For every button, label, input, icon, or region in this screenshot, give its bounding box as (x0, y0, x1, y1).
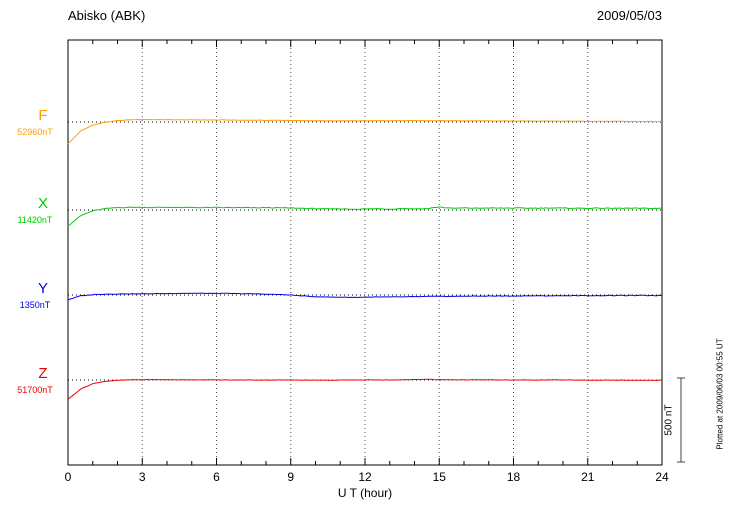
x-tick-label-0: 0 (64, 470, 72, 484)
x-tick-label-18: 18 (506, 470, 521, 484)
component-label-X: X (37, 195, 48, 212)
x-tick-label-3: 3 (138, 470, 146, 484)
component-baseline-Y: 1350nT (19, 300, 51, 310)
component-label-F: F (38, 107, 48, 124)
scale-bar-label: 500 nT (663, 404, 675, 436)
x-tick-label-24: 24 (655, 470, 669, 484)
x-tick-label-6: 6 (213, 470, 220, 484)
component-baseline-F: 52960nT (17, 127, 53, 137)
component-baseline-X: 11420nT (17, 215, 53, 225)
x-tick-label-15: 15 (432, 470, 446, 484)
component-label-Z: Z (38, 365, 48, 382)
date-label: 2009/05/03 (596, 8, 662, 23)
x-tick-label-12: 12 (358, 470, 372, 484)
component-baseline-Z: 51700nT (17, 385, 53, 395)
plotted-at-note: Plotted at 2009/06/03 00:55 UT (715, 338, 725, 450)
x-tick-label-21: 21 (581, 470, 595, 484)
x-axis-label: U T (hour) (337, 486, 393, 500)
component-label-Y: Y (37, 280, 48, 297)
x-tick-label-9: 9 (287, 470, 295, 484)
station-title: Abisko (ABK) (68, 8, 146, 23)
